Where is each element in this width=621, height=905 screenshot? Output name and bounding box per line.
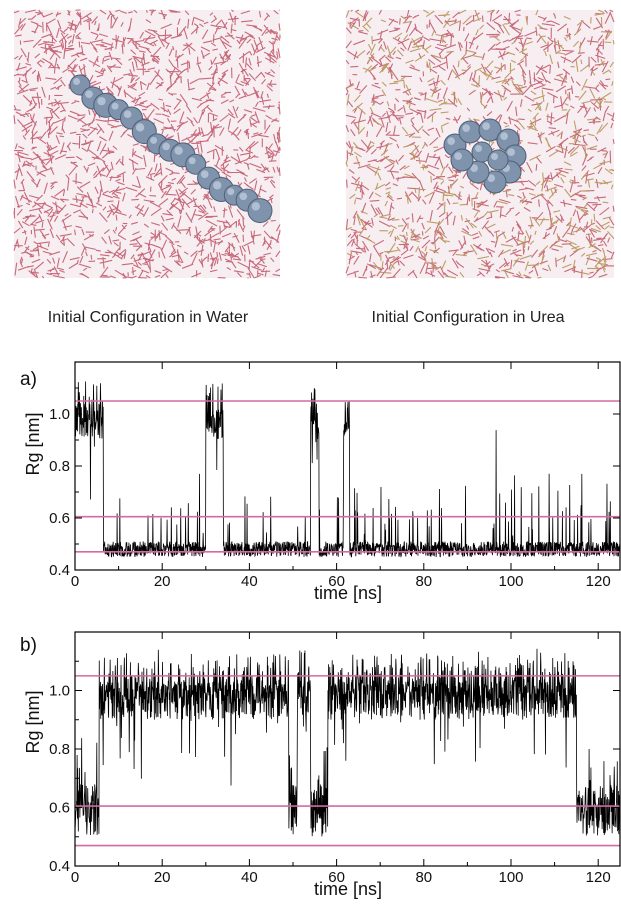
solute-atom bbox=[458, 120, 482, 144]
solute-highlight bbox=[251, 202, 260, 211]
solute-highlight bbox=[135, 123, 145, 132]
x-tick-label: 60 bbox=[328, 573, 345, 590]
y-tick-label: 1.0 bbox=[49, 683, 70, 700]
solute-highlight bbox=[487, 174, 495, 182]
x-tick-label: 60 bbox=[328, 869, 345, 886]
urea-caption: Initial Configuration in Urea bbox=[372, 309, 565, 326]
solute-highlight bbox=[111, 102, 119, 110]
solute-highlight bbox=[150, 136, 158, 144]
x-tick-label: 40 bbox=[241, 573, 258, 590]
x-tick-label: 0 bbox=[71, 869, 79, 886]
solute-highlight bbox=[491, 153, 498, 160]
water-simulation-image bbox=[13, 9, 281, 279]
solute-highlight bbox=[462, 124, 470, 132]
y-tick-label: 1.0 bbox=[49, 406, 70, 423]
solute-highlight bbox=[470, 164, 478, 172]
solute-highlight bbox=[73, 78, 80, 85]
x-tick-label: 120 bbox=[586, 573, 611, 590]
x-tick-label: 100 bbox=[498, 573, 523, 590]
y-tick-label: 0.4 bbox=[49, 562, 70, 579]
solute-highlight bbox=[447, 137, 455, 145]
x-tick-label: 0 bbox=[71, 573, 79, 590]
solute-highlight bbox=[123, 110, 132, 119]
solute-highlight bbox=[482, 122, 490, 130]
solute-highlight bbox=[162, 142, 170, 151]
urea-network bbox=[345, 9, 615, 279]
solute-atom bbox=[450, 148, 474, 172]
y-tick-label: 0.8 bbox=[49, 741, 70, 758]
x-tick-label: 80 bbox=[415, 869, 432, 886]
x-tick-label: 100 bbox=[498, 869, 523, 886]
x-tick-label: 20 bbox=[154, 869, 171, 886]
solute-highlight bbox=[507, 148, 515, 156]
x-axis-label-a: time [ns] bbox=[314, 583, 382, 603]
y-tick-label: 0.6 bbox=[49, 510, 70, 527]
panel-label-a: a) bbox=[20, 369, 37, 390]
panel-label-b: b) bbox=[20, 635, 37, 656]
solute-highlight bbox=[200, 170, 209, 179]
y-tick-label: 0.6 bbox=[49, 800, 70, 817]
y-tick-label: 0.8 bbox=[49, 458, 70, 475]
urea-simulation-image bbox=[345, 9, 615, 279]
solute-highlight bbox=[213, 181, 222, 190]
x-tick-label: 120 bbox=[586, 869, 611, 886]
x-tick-label: 40 bbox=[241, 869, 258, 886]
solute-atom bbox=[487, 149, 509, 171]
solute-highlight bbox=[85, 90, 93, 98]
solute-atom bbox=[247, 198, 273, 224]
y-axis-label-b: Rg [nm] bbox=[23, 690, 43, 753]
solute-highlight bbox=[475, 145, 482, 152]
x-tick-label: 80 bbox=[415, 573, 432, 590]
chart-b: b) Rg [nm] time [ns] 0 20 40 60 80 100 120 0.4 0… bbox=[20, 631, 621, 899]
solute-highlight bbox=[188, 157, 196, 165]
solute-highlight bbox=[174, 146, 183, 155]
x-tick-label: 20 bbox=[154, 573, 171, 590]
y-tick-label: 0.4 bbox=[49, 858, 70, 875]
solute-highlight bbox=[227, 188, 235, 196]
y-axis-label-a: Rg [nm] bbox=[23, 412, 43, 475]
water-caption: Initial Configuration in Water bbox=[48, 309, 249, 326]
chart-a: a) Rg [nm] time [ns] 0 20 40 60 80 100 120 0.4 0… bbox=[20, 361, 621, 603]
solute-highlight bbox=[97, 96, 106, 106]
solute-highlight bbox=[500, 132, 508, 140]
solvent-network bbox=[13, 9, 281, 279]
solute-highlight bbox=[454, 152, 462, 160]
plot-area bbox=[75, 632, 620, 866]
solute-highlight bbox=[239, 192, 248, 201]
x-axis-label-b: time [ns] bbox=[314, 879, 382, 899]
